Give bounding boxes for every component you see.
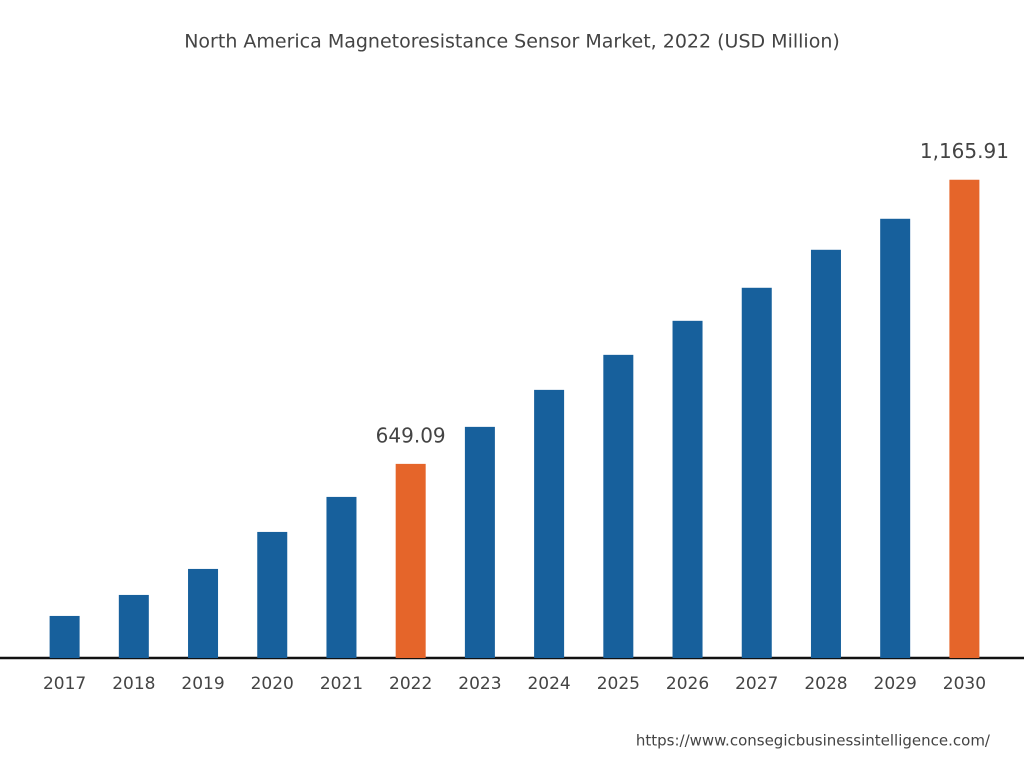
bar bbox=[741, 287, 772, 658]
x-tick-label: 2030 bbox=[943, 674, 986, 694]
x-tick-label: 2027 bbox=[735, 674, 778, 694]
bar bbox=[672, 320, 703, 658]
source-url: https://www.consegicbusinessintelligence… bbox=[636, 732, 991, 750]
chart-title: North America Magnetoresistance Sensor M… bbox=[184, 31, 840, 53]
x-tick-label: 2029 bbox=[874, 674, 917, 694]
x-tick-label: 2028 bbox=[804, 674, 847, 694]
bar bbox=[603, 354, 634, 658]
bar bbox=[395, 463, 426, 658]
bar bbox=[326, 496, 357, 658]
x-tick-label: 2017 bbox=[43, 674, 86, 694]
value-label: 649.09 bbox=[376, 423, 446, 447]
bar bbox=[880, 218, 911, 659]
x-tick-label: 2018 bbox=[112, 674, 155, 694]
bar bbox=[118, 594, 149, 658]
bar bbox=[949, 179, 980, 659]
x-tick-label: 2025 bbox=[597, 674, 640, 694]
bar bbox=[534, 389, 565, 658]
x-tick-label: 2022 bbox=[389, 674, 432, 694]
x-tick-label: 2023 bbox=[458, 674, 501, 694]
value-label: 1,165.91 bbox=[920, 139, 1009, 163]
x-tick-label: 2021 bbox=[320, 674, 363, 694]
x-tick-label: 2026 bbox=[666, 674, 709, 694]
x-tick-label: 2019 bbox=[181, 674, 224, 694]
bar bbox=[257, 531, 288, 658]
bar bbox=[49, 615, 80, 658]
x-tick-label: 2024 bbox=[527, 674, 570, 694]
bar bbox=[464, 426, 495, 658]
bar bbox=[810, 249, 841, 658]
bar bbox=[188, 568, 219, 658]
x-tick-label: 2020 bbox=[251, 674, 294, 694]
